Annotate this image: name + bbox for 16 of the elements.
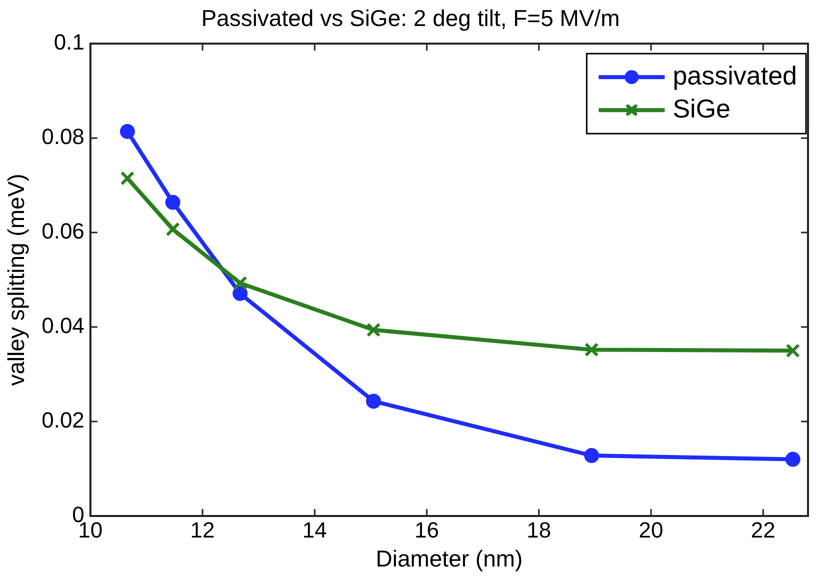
y-tick-label: 0.04: [42, 313, 84, 338]
x-tick-label: 14: [302, 517, 327, 542]
y-axis-title: valley splitting (meV): [3, 174, 30, 386]
y-tick-label: 0.06: [42, 218, 84, 244]
legend-label: passivated: [672, 60, 798, 90]
x-tick-label: 20: [638, 517, 664, 542]
x-tick-label: 22: [750, 517, 776, 542]
y-tick-label: 0.02: [42, 408, 84, 433]
chart-title: Passivated vs SiGe: 2 deg tilt, F=5 MV/m: [201, 5, 620, 32]
legend-label: SiGe: [672, 93, 731, 124]
x-tick-label: 12: [190, 517, 215, 542]
y-tick-label: 0.1: [54, 30, 84, 55]
x-tick-label: 16: [414, 517, 440, 542]
x-tick-label: 18: [526, 517, 552, 542]
y-tick-label: 0.08: [42, 124, 84, 150]
x-axis-title: Diameter (nm): [376, 546, 523, 572]
